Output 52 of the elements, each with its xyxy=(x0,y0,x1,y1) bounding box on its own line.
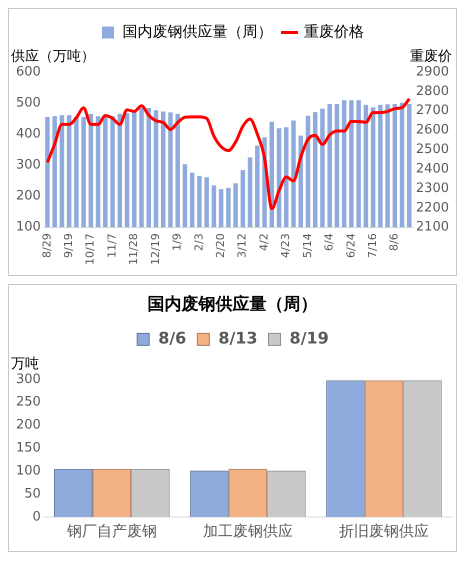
x-tick-label: 6/24 xyxy=(344,233,358,258)
y-tick-label: 150 xyxy=(16,440,41,456)
x-tick-label: 3/12 xyxy=(236,233,249,258)
y2-axis-title: 重废价 xyxy=(410,48,452,65)
x-tick-label: 钢厂自产废钢 xyxy=(66,522,157,540)
y-tick-label: 0 xyxy=(32,509,41,524)
x-tick-label: 8/6 xyxy=(388,233,401,252)
legend-label: 8/19 xyxy=(290,328,329,348)
x-tick-label: 10/17 xyxy=(84,233,97,266)
x-tick-label: 加工废钢供应 xyxy=(202,522,293,540)
y-tick-label: 100 xyxy=(16,464,41,479)
y2-tick-label: 2600 xyxy=(416,122,450,138)
x-tick-label: 5/14 xyxy=(300,233,314,258)
y-axis-title: 万吨 xyxy=(11,356,39,372)
x-tick-label: 2/20 xyxy=(214,233,227,258)
x-tick-label: 12/19 xyxy=(148,233,162,266)
x-tick-label: 11/7 xyxy=(105,233,118,258)
y-tick-label: 600 xyxy=(16,64,41,80)
x-tick-label: 折旧废钢供应 xyxy=(338,522,429,540)
x-tick-label: 2/3 xyxy=(192,233,206,252)
chart-title: 国内废钢供应量（周） xyxy=(148,294,318,315)
x-tick-label: 7/16 xyxy=(366,233,379,258)
y-tick-label: 300 xyxy=(16,158,41,173)
x-tick-label: 1/9 xyxy=(170,233,184,252)
y2-tick-label: 2900 xyxy=(416,64,450,80)
y2-tick-label: 2800 xyxy=(416,84,450,99)
legend-label: 重废价格 xyxy=(304,22,364,40)
y-tick-label: 400 xyxy=(16,126,41,142)
y-tick-label: 200 xyxy=(16,418,41,433)
y-tick-label: 50 xyxy=(24,486,41,502)
x-tick-label: 6/4 xyxy=(322,233,336,252)
x-tick-label: 4/23 xyxy=(279,233,292,258)
x-tick-label: 4/2 xyxy=(257,233,270,252)
legend-label: 8/6 xyxy=(158,328,186,348)
line-series xyxy=(46,97,411,210)
y-tick-label: 100 xyxy=(16,220,41,235)
y2-tick-label: 2100 xyxy=(416,220,450,235)
y2-tick-label: 2300 xyxy=(416,180,450,196)
legend-label: 国内废钢供应量（周） xyxy=(122,22,272,40)
x-tick-label: 11/28 xyxy=(127,233,140,266)
y-axis-title: 供应（万吨） xyxy=(11,48,95,65)
y2-tick-label: 2500 xyxy=(416,142,450,158)
x-tick-label: 8/29 xyxy=(40,233,54,258)
y-tick-label: 500 xyxy=(16,95,41,110)
legend-label: 8/13 xyxy=(218,328,258,348)
y-tick-label: 200 xyxy=(16,188,41,204)
y2-tick-label: 2400 xyxy=(416,161,450,176)
x-tick-label: 9/19 xyxy=(62,233,76,258)
y2-tick-label: 2700 xyxy=(416,103,450,118)
y-tick-label: 300 xyxy=(16,372,41,387)
y-tick-label: 250 xyxy=(16,394,41,410)
y2-tick-label: 2200 xyxy=(416,200,450,216)
